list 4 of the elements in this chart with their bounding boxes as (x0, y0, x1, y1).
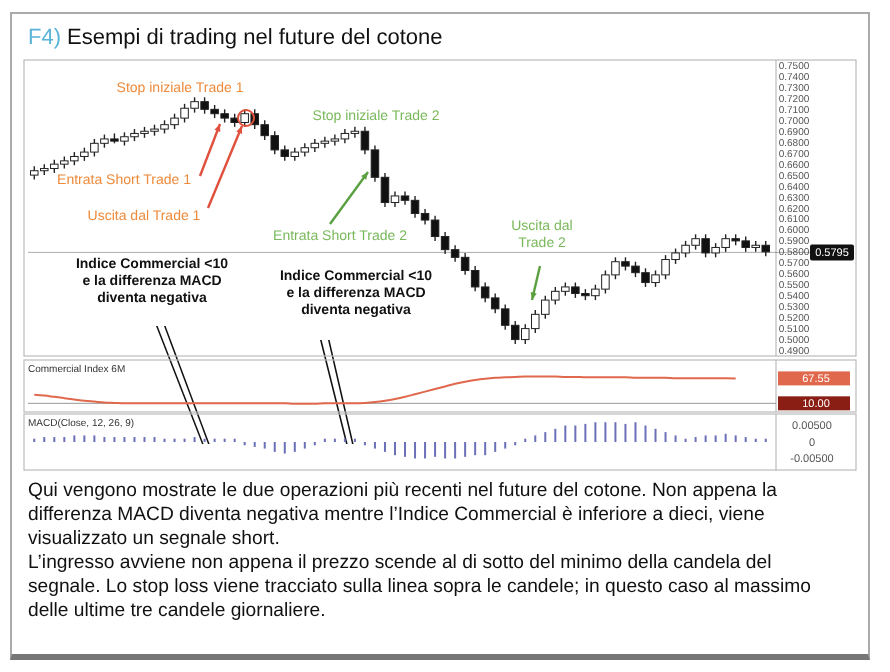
text: L’ingresso avviene non appena il prezzo scende al di sotto del minimo della candela del segnale. Lo stop loss viene tracciato sulla linea sopra le candele; in questo caso al massimo delle ultime tre candele giornaliere. (28, 552, 813, 624)
chart-title: F4) Esempi di trading nel future del cotone (28, 26, 443, 50)
line-series (33, 375, 737, 405)
text: Qui vengono mostrate le due operazioni più recenti nel future del cotone. Non appena la differenza MACD diventa negativa mentre l’Indice Commercial è inferiore a dieci, viene visualizzato un segnale short. (28, 480, 779, 552)
